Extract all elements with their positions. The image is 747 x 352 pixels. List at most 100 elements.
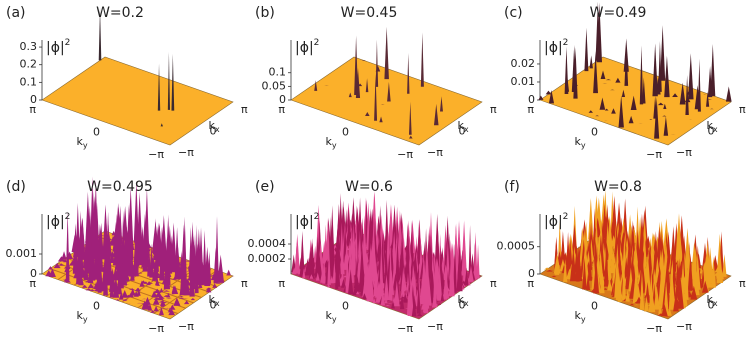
z-tick-label: 0.1: [269, 66, 287, 79]
z-label: |ϕ|2: [46, 212, 70, 231]
kx-tick-label: π: [739, 277, 746, 290]
z-label-sup: 2: [65, 212, 71, 222]
z-label-base: |ϕ|: [295, 40, 314, 56]
kx-label-sub: x: [215, 125, 220, 134]
ky-tick-label: 0: [591, 126, 598, 139]
surface-spike: [384, 27, 389, 79]
ky-tick-label: 0: [342, 126, 349, 139]
z-tick-label: 0.0004: [248, 237, 287, 250]
ky-tick-label: −π: [397, 148, 413, 161]
ky-tick-label: −π: [646, 322, 662, 335]
z-tick-label: 0.02: [511, 57, 536, 70]
kx-tick-label: −π: [676, 146, 692, 159]
ky-tick-label: π: [527, 277, 534, 290]
z-label-base: |ϕ|: [46, 214, 65, 230]
kx-tick-label: −π: [676, 320, 692, 333]
panel-label: (e): [255, 179, 275, 195]
z-label-base: |ϕ|: [46, 40, 65, 56]
z-label: |ϕ|2: [544, 38, 568, 57]
kx-label-sub: x: [464, 299, 469, 308]
kx-label-sub: x: [713, 299, 718, 308]
surface-spike: [565, 47, 569, 94]
surface-spike: [226, 270, 231, 276]
z-label-base: |ϕ|: [544, 40, 563, 56]
surface-spike: [726, 86, 732, 101]
z-label-sup: 2: [314, 212, 320, 222]
panel-title: W=0.8: [594, 179, 642, 195]
surface-spike: [376, 40, 378, 87]
ky-tick-label: π: [29, 277, 36, 290]
ky-label-sub: y: [581, 141, 586, 150]
z-label: |ϕ|2: [544, 212, 568, 231]
kx-label: kx: [208, 119, 219, 134]
z-label-base: |ϕ|: [544, 214, 563, 230]
surface-plane: [540, 57, 731, 145]
panel-title: W=0.6: [345, 179, 393, 195]
z-label-base: |ϕ|: [295, 214, 314, 230]
kx-label: kx: [706, 119, 717, 134]
ky-tick-label: −π: [148, 322, 164, 335]
surface-spike: [698, 59, 701, 112]
ky-label: ky: [574, 309, 585, 324]
kx-tick-label: π: [241, 277, 248, 290]
z-tick-label: 0.05: [262, 79, 287, 92]
ky-label: ky: [325, 309, 336, 324]
surface-spike: [474, 232, 478, 280]
kx-tick-label: π: [241, 103, 248, 116]
surface-spike: [652, 43, 657, 96]
z-label-sup: 2: [563, 212, 569, 222]
z-label: |ϕ|2: [46, 38, 70, 57]
z-label-sup: 2: [314, 38, 320, 48]
panel-label: (c): [504, 5, 523, 21]
panel-title: W=0.2: [96, 5, 144, 21]
ky-label-sub: y: [332, 315, 337, 324]
kx-label-sub: x: [713, 125, 718, 134]
ky-tick-label: π: [278, 277, 285, 290]
kx-tick-label: π: [739, 103, 746, 116]
ky-tick-label: 0: [591, 300, 598, 313]
kx-tick-label: −π: [178, 320, 194, 333]
kx-label: kx: [457, 293, 468, 308]
z-tick-label: 0.1: [20, 75, 38, 88]
kx-tick-label: −π: [427, 146, 443, 159]
surface-plane: [42, 57, 233, 145]
z-label: |ϕ|2: [295, 38, 319, 57]
z-tick-label: 0.0002: [248, 252, 287, 265]
ky-tick-label: 0: [342, 300, 349, 313]
z-tick-label: 0.001: [6, 247, 38, 260]
ky-tick-label: π: [29, 103, 36, 116]
ky-tick-label: −π: [397, 322, 413, 335]
kx-tick-label: −π: [178, 146, 194, 159]
z-tick-label: 0.01: [511, 75, 536, 88]
panel-label: (d): [6, 179, 26, 195]
panel-title: W=0.495: [87, 179, 153, 195]
z-label-sup: 2: [65, 38, 71, 48]
ky-label-sub: y: [83, 141, 88, 150]
ky-tick-label: −π: [148, 148, 164, 161]
surface-spike: [664, 56, 669, 98]
ky-tick-label: −π: [646, 148, 662, 161]
kx-label-sub: x: [215, 299, 220, 308]
z-label-sup: 2: [563, 38, 569, 48]
ky-label-sub: y: [581, 315, 586, 324]
kx-tick-label: π: [490, 103, 497, 116]
z-tick-label: 0.3: [20, 40, 38, 53]
ky-label: ky: [76, 135, 87, 150]
surface-spike: [421, 32, 424, 86]
ky-label: ky: [76, 309, 87, 324]
surface-spike: [584, 28, 588, 71]
surface-spike: [590, 55, 593, 68]
panel-label: (a): [6, 5, 26, 21]
ky-tick-label: π: [527, 103, 534, 116]
panel-title: W=0.45: [341, 5, 398, 21]
ky-label-sub: y: [83, 315, 88, 324]
kx-label: kx: [208, 293, 219, 308]
kx-tick-label: −π: [427, 320, 443, 333]
ky-tick-label: π: [278, 103, 285, 116]
